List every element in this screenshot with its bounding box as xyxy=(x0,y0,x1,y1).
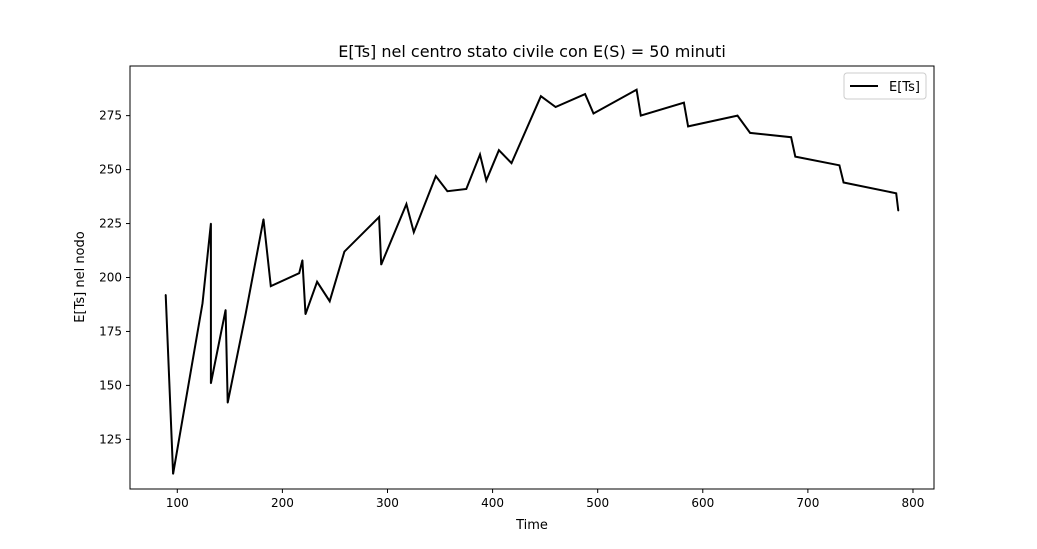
data-point xyxy=(465,188,468,190)
y-tick-label: 125 xyxy=(99,432,122,446)
data-point xyxy=(736,114,739,117)
data-point xyxy=(842,181,845,184)
data-point xyxy=(164,294,167,296)
data-point xyxy=(316,281,318,283)
data-point xyxy=(510,162,513,164)
data-point xyxy=(378,216,380,218)
chart-title: E[Ts] nel centro stato civile con E(S) =… xyxy=(338,42,726,61)
data-point xyxy=(498,149,500,151)
data-point xyxy=(897,209,900,212)
x-tick-label: 300 xyxy=(376,496,399,510)
data-point xyxy=(485,179,488,182)
data-point xyxy=(446,190,449,192)
y-tick-label: 250 xyxy=(99,163,122,177)
data-point xyxy=(270,285,272,287)
data-point xyxy=(635,88,638,91)
data-point xyxy=(210,382,212,385)
legend-label: E[Ts] xyxy=(889,80,920,95)
series-layer xyxy=(164,88,900,475)
data-point xyxy=(479,153,481,156)
data-point xyxy=(244,313,247,316)
data-point xyxy=(790,136,792,138)
data-point xyxy=(413,231,415,233)
data-point xyxy=(301,259,304,262)
data-point xyxy=(405,203,408,205)
data-point xyxy=(749,132,751,134)
data-point xyxy=(895,192,897,195)
x-axis: 100 200 300 400 500 600 700 800 xyxy=(166,489,925,510)
x-tick-label: 500 xyxy=(586,496,609,510)
data-point xyxy=(298,272,301,275)
data-point xyxy=(592,112,595,115)
data-point xyxy=(343,250,346,253)
y-axis-label: E[Ts] nel nodo xyxy=(73,231,88,322)
y-tick-label: 200 xyxy=(99,271,122,285)
data-point xyxy=(554,106,557,108)
data-point xyxy=(683,101,685,104)
data-point xyxy=(201,302,204,305)
y-tick-label: 275 xyxy=(99,109,122,123)
data-point xyxy=(435,175,437,177)
x-tick-label: 600 xyxy=(691,496,714,510)
x-tick-label: 800 xyxy=(902,496,925,510)
y-tick-label: 175 xyxy=(99,324,122,338)
y-tick-label: 150 xyxy=(99,378,122,392)
data-point xyxy=(687,125,689,128)
data-point xyxy=(226,401,229,404)
x-tick-label: 700 xyxy=(796,496,819,510)
x-tick-label: 100 xyxy=(166,496,189,510)
legend-box xyxy=(843,72,927,100)
data-point xyxy=(794,155,797,158)
data-point xyxy=(304,313,307,316)
x-axis-label: Time xyxy=(515,518,548,533)
x-tick-label: 200 xyxy=(271,496,294,510)
data-point xyxy=(224,309,227,311)
data-point xyxy=(328,300,331,303)
legend: E[Ts] xyxy=(843,72,927,100)
data-point xyxy=(584,93,586,95)
data-point xyxy=(380,263,383,266)
data-point xyxy=(640,114,642,117)
x-tick-label: 400 xyxy=(481,496,504,510)
data-point xyxy=(540,95,542,97)
data-point xyxy=(172,473,174,475)
data-point xyxy=(262,218,265,220)
data-point xyxy=(838,164,841,167)
y-axis: 125 150 175 200 225 250 275 xyxy=(99,109,130,446)
data-point xyxy=(210,222,212,225)
y-tick-label: 225 xyxy=(99,217,122,231)
